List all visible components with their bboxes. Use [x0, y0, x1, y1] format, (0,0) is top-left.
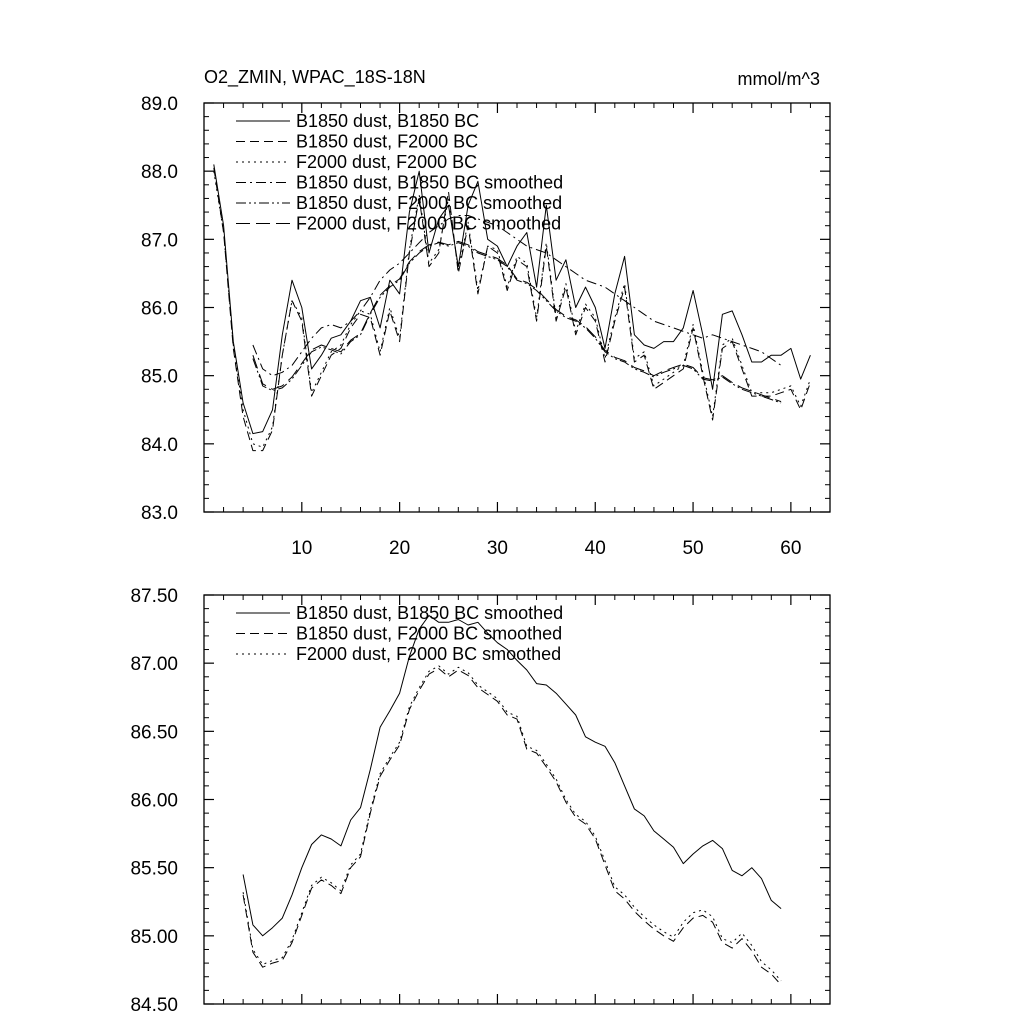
series-line-1 [242, 615, 782, 937]
legend-label: B1850 dust, B1850 BC smoothed [296, 173, 563, 193]
y-tick-label: 89.0 [141, 94, 178, 115]
y-tick-label: 87.50 [130, 586, 178, 607]
legend-label: F2000 dust, F2000 BC smoothed [296, 644, 561, 664]
series-line-2 [213, 167, 811, 452]
y-tick-label: 84.0 [141, 435, 178, 456]
series-line-2 [242, 668, 782, 986]
x-tick-label: 10 [291, 538, 312, 559]
y-tick-label: 85.50 [130, 859, 178, 880]
series-line-3 [242, 665, 782, 982]
y-tick-label: 86.00 [130, 791, 178, 812]
top-chart-title: O2_ZMIN, WPAC_18S-18N [204, 67, 426, 88]
legend-label: F2000 dust, F2000 BC smoothed [296, 214, 561, 234]
y-tick-label: 85.00 [130, 927, 178, 948]
legend-label: B1850 dust, B1850 BC [296, 111, 479, 131]
top-chart-units: mmol/m^3 [738, 69, 820, 89]
y-tick-label: 86.50 [130, 722, 178, 743]
y-tick-label: 85.0 [141, 367, 178, 388]
x-tick-label: 40 [585, 538, 606, 559]
series-line-4 [252, 215, 782, 377]
legend-label: F2000 dust, F2000 BC [296, 152, 477, 172]
legend-label: B1850 dust, B1850 BC smoothed [296, 603, 563, 623]
legend-label: B1850 dust, F2000 BC [296, 132, 478, 152]
y-tick-label: 83.0 [141, 503, 178, 524]
x-tick-label: 50 [682, 538, 703, 559]
x-tick-label: 60 [780, 538, 801, 559]
y-tick-label: 88.0 [141, 162, 178, 183]
y-tick-label: 87.0 [141, 230, 178, 251]
y-tick-label: 84.50 [130, 995, 178, 1016]
series-line-5 [252, 242, 782, 404]
x-tick-label: 20 [389, 538, 410, 559]
x-tick-label: 30 [487, 538, 508, 559]
legend-label: B1850 dust, F2000 BC smoothed [296, 193, 562, 213]
bottom-panel: 84.50 85.00 85.50 86.00 86.50 87.00 87.50 B185… [130, 586, 831, 1016]
y-tick-label: 87.00 [130, 654, 178, 675]
top-panel: O2_ZMIN, WPAC_18S-18N mmol/m^3 83.0 84.0 8… [141, 67, 831, 559]
series-line-6 [252, 240, 782, 403]
y-tick-label: 86.0 [141, 299, 178, 320]
legend-label: B1850 dust, F2000 BC smoothed [296, 624, 562, 644]
series-line-1 [213, 164, 811, 435]
